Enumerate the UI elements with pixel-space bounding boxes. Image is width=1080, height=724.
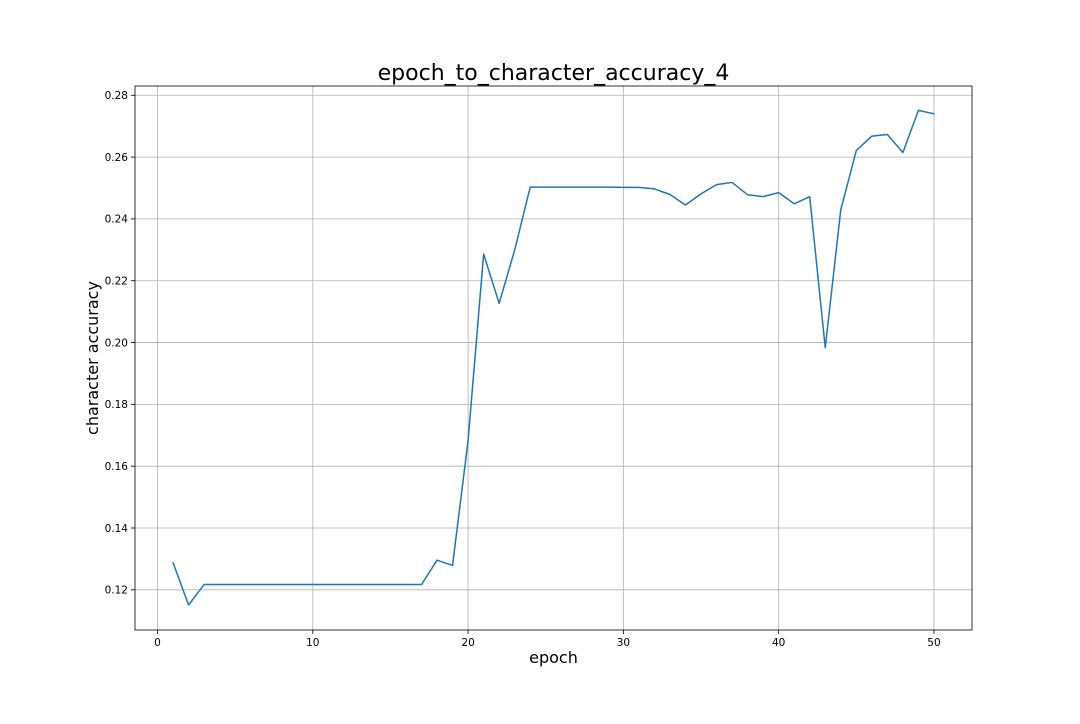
y-tick-label: 0.12 [105, 585, 128, 597]
y-tick-label: 0.20 [105, 337, 128, 349]
y-tick-label: 0.16 [105, 461, 129, 473]
grid-lines [135, 86, 972, 630]
x-tick-label: 0 [154, 637, 161, 649]
plot-area-background [135, 86, 972, 630]
series-line [172, 109, 935, 606]
axis-ticks: 0 10 20 30 40 50 0.12 0.14 0.16 0.18 0.20 0.22 0.24 0… [105, 90, 941, 649]
chart-title: epoch_to_character_accuracy_4 [378, 61, 730, 86]
x-tick-label: 30 [617, 637, 630, 649]
y-tick-label: 0.18 [105, 399, 128, 411]
x-tick-label: 20 [461, 637, 474, 649]
x-tick-label: 10 [306, 637, 319, 649]
x-tick-label: 40 [772, 637, 785, 649]
x-axis-label: epoch [529, 648, 578, 667]
x-tick-label: 50 [927, 637, 940, 649]
y-tick-label: 0.22 [105, 276, 128, 288]
y-axis-label: character accuracy [83, 281, 102, 435]
series-layer [172, 109, 935, 606]
plot-frame [134, 85, 973, 631]
y-tick-label: 0.26 [105, 152, 129, 164]
y-tick-label: 0.24 [105, 214, 129, 226]
y-tick-label: 0.28 [105, 90, 128, 102]
y-tick-label: 0.14 [105, 523, 129, 535]
